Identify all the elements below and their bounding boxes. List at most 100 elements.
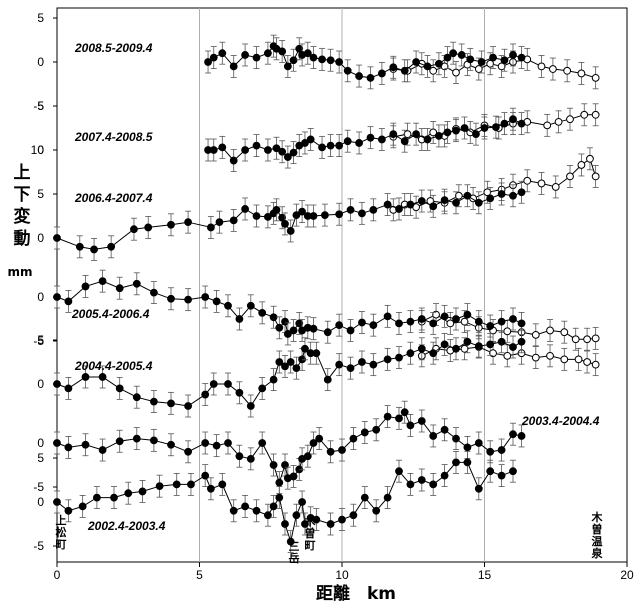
data-point xyxy=(378,135,386,144)
data-point xyxy=(346,326,355,335)
data-point xyxy=(517,319,526,328)
data-point xyxy=(132,434,141,443)
y-tick-label: 5 xyxy=(37,333,44,347)
data-point xyxy=(486,322,495,330)
data-point xyxy=(318,143,326,152)
y-tick-label: 0 xyxy=(37,231,44,245)
data-point xyxy=(323,328,332,337)
data-point xyxy=(115,384,124,393)
data-point-open xyxy=(546,326,554,335)
data-point xyxy=(278,147,287,156)
data-point xyxy=(486,194,495,203)
data-point xyxy=(224,301,232,310)
data-point xyxy=(132,279,141,288)
y-tick-label: 5 xyxy=(37,451,44,465)
data-point xyxy=(500,56,509,65)
data-point xyxy=(366,73,375,82)
data-point-open xyxy=(537,179,546,188)
data-point xyxy=(372,425,381,434)
data-point-open xyxy=(560,355,569,364)
period-label: 2007.4-2008.5 xyxy=(74,130,153,144)
data-point xyxy=(335,58,344,66)
data-point xyxy=(440,312,449,321)
data-point xyxy=(509,115,517,124)
data-point xyxy=(358,209,366,218)
data-point xyxy=(474,317,483,326)
data-point xyxy=(383,200,392,209)
data-point xyxy=(360,428,369,437)
data-point xyxy=(298,498,307,506)
data-point xyxy=(155,482,164,491)
data-point xyxy=(241,146,250,154)
x-tick-label: 0 xyxy=(54,568,61,582)
data-point xyxy=(264,146,272,154)
data-point-open xyxy=(583,358,591,366)
y-tick-label: -5 xyxy=(33,480,44,494)
data-point xyxy=(417,197,426,205)
data-point xyxy=(480,124,489,132)
data-point xyxy=(452,198,460,207)
data-point xyxy=(406,421,415,430)
data-point-open xyxy=(429,66,438,75)
data-point-open xyxy=(580,110,589,119)
data-point-open xyxy=(460,317,469,326)
data-point xyxy=(81,440,90,449)
data-point xyxy=(64,384,73,393)
data-point xyxy=(500,119,509,128)
place-label: 三岳 xyxy=(289,540,300,565)
data-point xyxy=(53,380,61,388)
data-point xyxy=(338,515,346,524)
data-point xyxy=(452,344,460,353)
data-point xyxy=(215,218,224,227)
data-point xyxy=(252,506,261,515)
data-point xyxy=(517,53,526,62)
data-point xyxy=(269,375,278,384)
place-label-char: 木 xyxy=(304,514,317,528)
data-point xyxy=(429,349,438,358)
data-point-open xyxy=(543,121,552,130)
data-point xyxy=(201,439,210,447)
data-point xyxy=(417,315,426,323)
data-point xyxy=(64,443,73,452)
data-point-open xyxy=(560,328,569,337)
data-point-open xyxy=(531,353,540,362)
data-point xyxy=(417,417,426,425)
data-point xyxy=(187,480,195,489)
y-tick-label: -5 xyxy=(33,334,44,348)
data-point xyxy=(209,146,218,154)
data-point xyxy=(283,153,292,161)
data-point xyxy=(343,137,352,146)
data-point xyxy=(346,205,355,214)
data-point xyxy=(53,293,61,301)
data-point xyxy=(281,362,289,371)
data-point xyxy=(283,62,292,71)
data-point-open xyxy=(551,183,560,191)
data-point xyxy=(218,49,227,58)
data-point xyxy=(301,139,309,147)
data-point xyxy=(463,310,472,319)
data-point xyxy=(306,135,315,144)
data-point xyxy=(449,49,458,58)
data-point xyxy=(241,502,250,511)
data-point-open xyxy=(574,355,583,364)
series-2007.4-2008.5 xyxy=(204,103,600,172)
data-point xyxy=(258,308,267,317)
data-point xyxy=(235,452,244,461)
data-point xyxy=(286,227,295,235)
data-point xyxy=(81,373,90,381)
data-point xyxy=(275,323,284,332)
data-point xyxy=(406,317,415,326)
data-point xyxy=(389,130,398,139)
data-point xyxy=(355,139,364,147)
place-label-char: 上 xyxy=(56,513,67,527)
y-tick-label: 0 xyxy=(37,436,44,450)
data-point-open xyxy=(549,65,557,73)
data-point xyxy=(423,135,432,144)
series-line xyxy=(208,118,522,162)
data-point xyxy=(440,340,449,349)
data-point xyxy=(241,205,250,213)
data-point xyxy=(492,123,500,132)
data-point xyxy=(395,467,403,476)
data-point xyxy=(212,441,221,450)
data-point xyxy=(275,493,284,502)
